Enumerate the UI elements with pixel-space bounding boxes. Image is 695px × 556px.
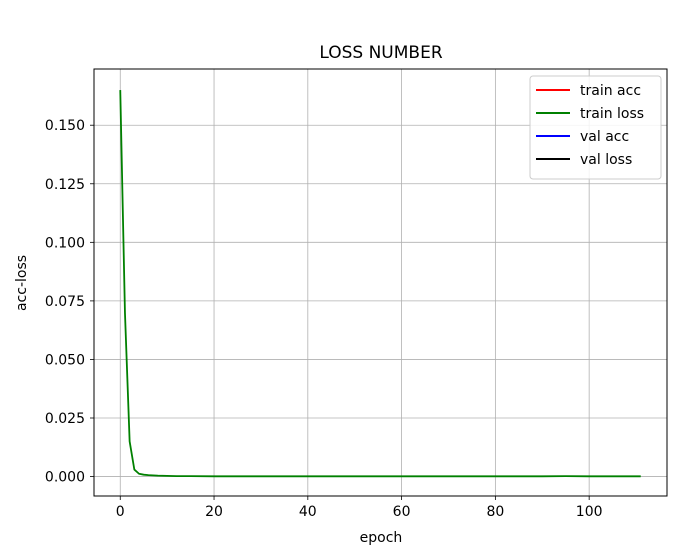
x-tick-label: 100 [576, 504, 603, 520]
legend: train acc train loss val acc val loss [529, 75, 662, 180]
x-tick-label: 0 [116, 504, 125, 520]
plot-frame [93, 68, 668, 497]
y-tick-label: 0.000 [45, 470, 85, 486]
x-tick-label: 80 [486, 504, 504, 520]
axis-ticks: 0 20 40 60 80 100 0.000 0.025 0.050 0.075 0.100 0.1… [45, 118, 603, 520]
y-tick-label: 0.125 [45, 177, 85, 193]
y-tick-label: 0.025 [45, 411, 85, 427]
x-tick-label: 60 [393, 504, 411, 520]
y-tick-label: 0.075 [45, 294, 85, 310]
x-tick-label: 20 [205, 504, 223, 520]
x-tick-label: 40 [299, 504, 317, 520]
y-tick-label: 0.050 [45, 352, 85, 368]
y-tick-label: 0.150 [45, 118, 85, 134]
y-tick-label: 0.100 [45, 235, 85, 251]
y-axis-label: acc-loss [14, 255, 30, 311]
series-lines [119, 90, 641, 478]
legend-label: train loss [580, 106, 644, 122]
legend-label: val loss [580, 152, 632, 168]
x-axis-label: epoch [360, 530, 403, 546]
legend-label: train acc [580, 83, 641, 99]
chart-title: LOSS NUMBER [319, 43, 442, 63]
legend-box [529, 75, 662, 180]
series-line-train-loss [119, 90, 641, 478]
legend-label: val acc [580, 129, 629, 145]
